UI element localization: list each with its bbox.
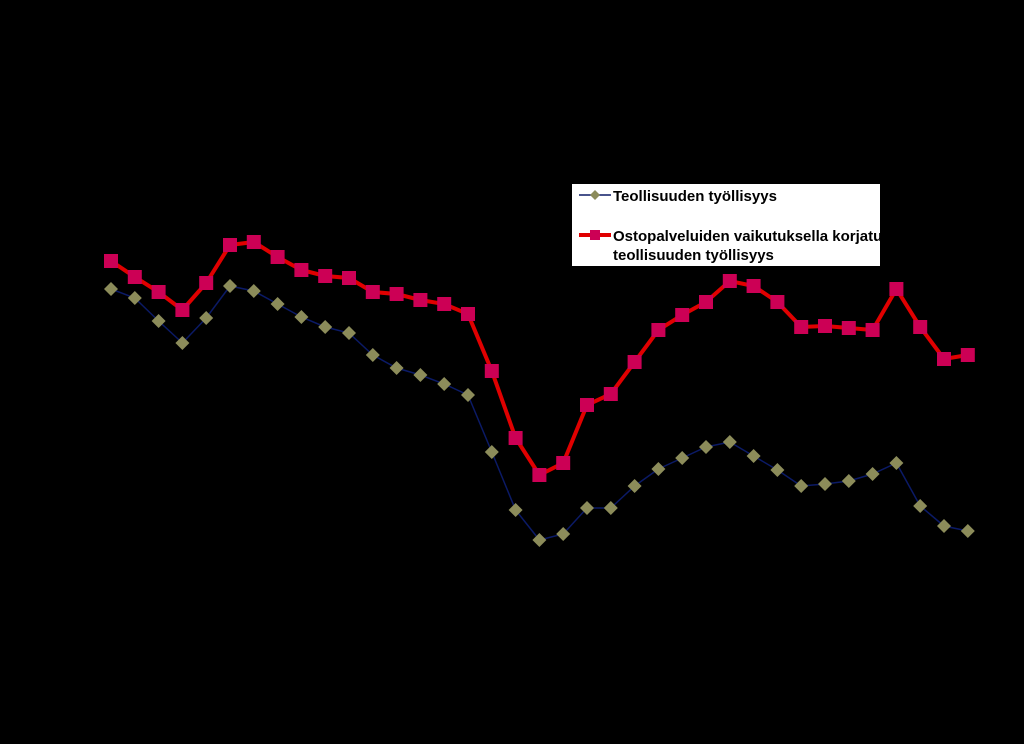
series-2-point: [175, 303, 190, 317]
series-1-point: [365, 348, 380, 362]
series-2-point: [770, 295, 785, 309]
legend-label-series-1: Teollisuuden työllisyys: [613, 188, 777, 205]
series-1-point: [651, 462, 666, 476]
series-2-point: [532, 468, 547, 482]
series-1-point: [746, 449, 761, 463]
series-2-point: [365, 285, 380, 299]
series-layer: [104, 235, 975, 547]
series-1-point: [675, 451, 690, 465]
series-2-point: [389, 287, 404, 301]
series-1-point: [342, 326, 356, 340]
series-1-point: [960, 524, 975, 538]
series-2-point: [841, 321, 856, 335]
legend-label-series-2: Ostopalveluiden vaikutuksella korjatuttu…: [613, 228, 906, 264]
series-1-point: [699, 440, 713, 454]
series-2-point: [937, 352, 951, 366]
series-2-point: [461, 307, 475, 321]
series-1-point: [770, 463, 785, 477]
legend-label-series-2-line-2: teollisuuden työllisyys: [613, 247, 774, 264]
series-1-point: [484, 445, 499, 459]
series-2-point: [699, 295, 713, 309]
series-1-point: [437, 377, 452, 391]
series-1-point: [794, 479, 809, 493]
series-2-point: [746, 279, 761, 293]
series-2-point: [318, 269, 333, 283]
series-2-point: [342, 271, 356, 285]
series-1-line: [110, 285, 968, 541]
series-1-point: [603, 501, 618, 515]
series-1-point: [413, 368, 428, 382]
series-1-point: [580, 501, 594, 515]
series-1-point: [389, 361, 404, 375]
series-2-point: [556, 456, 571, 470]
legend-box: [572, 184, 880, 266]
series-1-point: [532, 533, 547, 547]
legend: Teollisuuden työllisyys Ostopalveluiden …: [572, 184, 906, 266]
legend-label-series-2-line-1: Ostopalveluiden vaikutuksella korjatuttu: [613, 228, 901, 245]
series-1-point: [627, 479, 642, 493]
series-1-point: [461, 388, 475, 402]
series-1-point: [913, 499, 928, 513]
series-2-point: [294, 263, 309, 277]
series-2-point: [508, 431, 523, 445]
series-2-line: [109, 239, 969, 478]
series-2-point: [913, 320, 928, 334]
series-1-point: [508, 503, 523, 517]
series-1-point: [556, 527, 571, 541]
series-1-point: [722, 435, 737, 449]
series-1-point: [937, 519, 951, 533]
series-1-point: [223, 279, 237, 293]
legend-marker-series-2: [590, 230, 600, 240]
series-1-point: [294, 310, 309, 324]
series-1-point: [270, 297, 285, 311]
series-2-point: [199, 276, 214, 290]
series-2-point: [413, 293, 428, 307]
series-2-point: [104, 254, 118, 268]
series-2-point: [151, 285, 166, 299]
series-2-point: [794, 320, 809, 334]
series-2-point: [603, 387, 618, 401]
series-1-point: [889, 456, 904, 470]
series-2-point: [865, 323, 880, 337]
series-1-point: [818, 477, 832, 491]
series-2-point: [627, 355, 642, 369]
series-1-point: [841, 474, 856, 488]
series-1-point: [865, 467, 880, 481]
series-1-point: [104, 282, 118, 296]
series-2-point: [484, 364, 499, 378]
series-1-point: [175, 336, 190, 350]
series-1-point: [151, 314, 166, 328]
series-1-point: [199, 311, 214, 325]
series-2-point: [722, 274, 737, 288]
series-1-point: [246, 284, 261, 298]
series-2-point: [127, 270, 142, 284]
series-1: [104, 279, 975, 547]
series-1-point: [127, 291, 142, 305]
series-2-point: [270, 250, 285, 264]
series-2-point: [651, 323, 666, 337]
series-2-point: [246, 235, 261, 249]
series-2-point: [960, 348, 975, 362]
series-2-point: [580, 398, 594, 412]
series-2: [104, 235, 975, 482]
legend-marker-series-1: [590, 190, 600, 200]
series-2-point: [675, 308, 690, 322]
series-2-point: [889, 282, 904, 296]
series-2-point: [818, 319, 832, 333]
series-1-point: [318, 320, 333, 334]
series-2-point: [437, 297, 452, 311]
series-2-point: [223, 238, 237, 252]
